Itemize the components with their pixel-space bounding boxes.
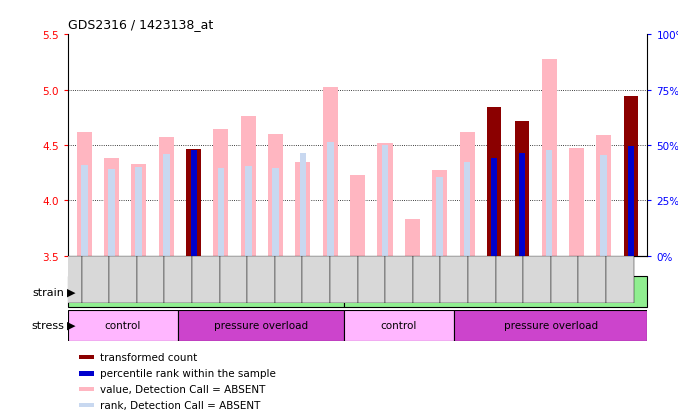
Bar: [302, 256, 330, 304]
Bar: [108, 170, 115, 256]
Bar: [163, 154, 170, 256]
Bar: [569, 149, 584, 256]
Bar: [344, 310, 454, 341]
Bar: [441, 256, 468, 304]
Bar: [247, 256, 275, 304]
Bar: [460, 132, 475, 256]
Bar: [578, 256, 606, 304]
Text: rank, Detection Call = ABSENT: rank, Detection Call = ABSENT: [100, 400, 260, 410]
Bar: [596, 135, 612, 256]
Bar: [218, 169, 224, 256]
Text: control: control: [381, 320, 417, 330]
Bar: [137, 256, 164, 304]
Bar: [382, 146, 388, 256]
Text: transformed count: transformed count: [100, 352, 197, 362]
Bar: [432, 171, 447, 256]
Bar: [104, 159, 119, 256]
Bar: [546, 151, 553, 256]
Text: control: control: [105, 320, 141, 330]
Bar: [275, 256, 302, 304]
Bar: [79, 403, 94, 407]
Bar: [136, 168, 142, 256]
Bar: [272, 169, 279, 256]
Bar: [296, 162, 311, 256]
Bar: [81, 166, 87, 256]
Bar: [624, 97, 638, 256]
Bar: [214, 130, 228, 256]
Bar: [330, 256, 358, 304]
Bar: [358, 256, 385, 304]
Bar: [519, 153, 525, 256]
Bar: [600, 156, 607, 256]
Bar: [413, 256, 441, 304]
Bar: [542, 59, 557, 256]
Bar: [268, 135, 283, 256]
Text: Gata4 heterozygous mutant: Gata4 heterozygous mutant: [417, 287, 574, 297]
Bar: [344, 277, 647, 308]
Text: wild type: wild type: [180, 287, 231, 297]
Bar: [81, 256, 109, 304]
Bar: [496, 256, 523, 304]
Bar: [300, 153, 306, 256]
Text: pressure overload: pressure overload: [214, 320, 308, 330]
Bar: [68, 310, 178, 341]
Bar: [350, 176, 365, 256]
Bar: [454, 310, 647, 341]
Bar: [628, 147, 634, 256]
Bar: [191, 151, 197, 256]
Bar: [436, 178, 443, 256]
Bar: [186, 150, 201, 256]
Text: percentile rank within the sample: percentile rank within the sample: [100, 368, 275, 378]
Bar: [606, 256, 634, 304]
Bar: [492, 159, 498, 256]
Bar: [487, 108, 502, 256]
Bar: [551, 256, 578, 304]
Text: value, Detection Call = ABSENT: value, Detection Call = ABSENT: [100, 384, 265, 394]
Bar: [79, 371, 94, 376]
Bar: [192, 256, 220, 304]
Bar: [132, 164, 146, 256]
Bar: [109, 256, 137, 304]
Bar: [468, 256, 496, 304]
Bar: [327, 142, 334, 256]
Text: ▶: ▶: [67, 287, 76, 297]
Bar: [405, 220, 420, 256]
Bar: [178, 310, 344, 341]
Text: ▶: ▶: [67, 320, 76, 330]
Text: strain: strain: [33, 287, 64, 297]
Bar: [68, 277, 344, 308]
Text: GDS2316 / 1423138_at: GDS2316 / 1423138_at: [68, 18, 213, 31]
Bar: [385, 256, 413, 304]
Bar: [79, 387, 94, 392]
Bar: [77, 132, 92, 256]
Bar: [165, 256, 192, 304]
Text: stress: stress: [32, 320, 64, 330]
Bar: [54, 256, 81, 304]
Bar: [79, 355, 94, 359]
Bar: [523, 256, 551, 304]
Bar: [245, 166, 252, 256]
Text: pressure overload: pressure overload: [504, 320, 598, 330]
Bar: [515, 121, 529, 256]
Bar: [323, 88, 338, 256]
Bar: [220, 256, 247, 304]
Bar: [241, 117, 256, 256]
Bar: [378, 143, 393, 256]
Bar: [159, 138, 174, 256]
Bar: [464, 162, 471, 256]
